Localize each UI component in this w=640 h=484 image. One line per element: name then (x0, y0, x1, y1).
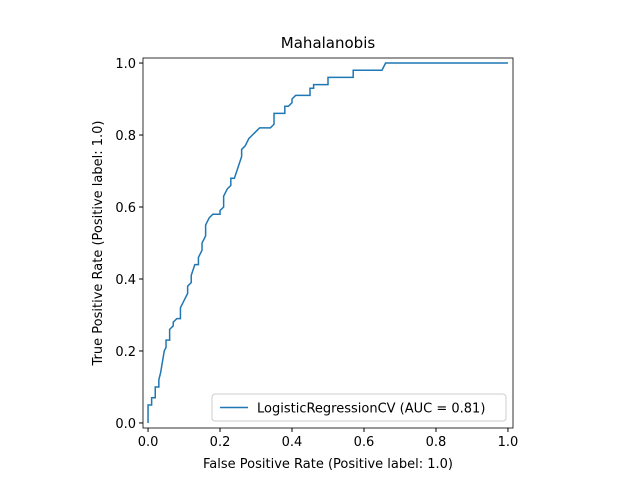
legend-label: LogisticRegressionCV (AUC = 0.81) (257, 402, 485, 417)
y-tick-label: 1.0 (115, 57, 136, 72)
y-axis-label: True Positive Rate (Positive label: 1.0) (91, 121, 106, 367)
y-tick-label: 0.2 (115, 345, 136, 360)
x-tick-label: 1.0 (498, 435, 519, 450)
y-tick-label: 0.8 (115, 129, 136, 144)
x-axis-label: False Positive Rate (Positive label: 1.0… (203, 457, 453, 472)
y-tick-label: 0.6 (115, 201, 136, 216)
legend-box (211, 393, 507, 422)
x-tick-label: 0.4 (282, 435, 303, 450)
y-tick-label: 0.4 (115, 273, 136, 288)
x-tick-label: 0.8 (426, 435, 447, 450)
plot-frame (142, 57, 514, 429)
x-tick-label: 0.6 (354, 435, 375, 450)
x-tick-label: 0.0 (138, 435, 159, 450)
roc-curve (147, 62, 508, 423)
y-tick-label: 0.0 (115, 417, 136, 432)
x-tick-label: 0.2 (210, 435, 231, 450)
chart-title: Mahalanobis (281, 34, 376, 52)
